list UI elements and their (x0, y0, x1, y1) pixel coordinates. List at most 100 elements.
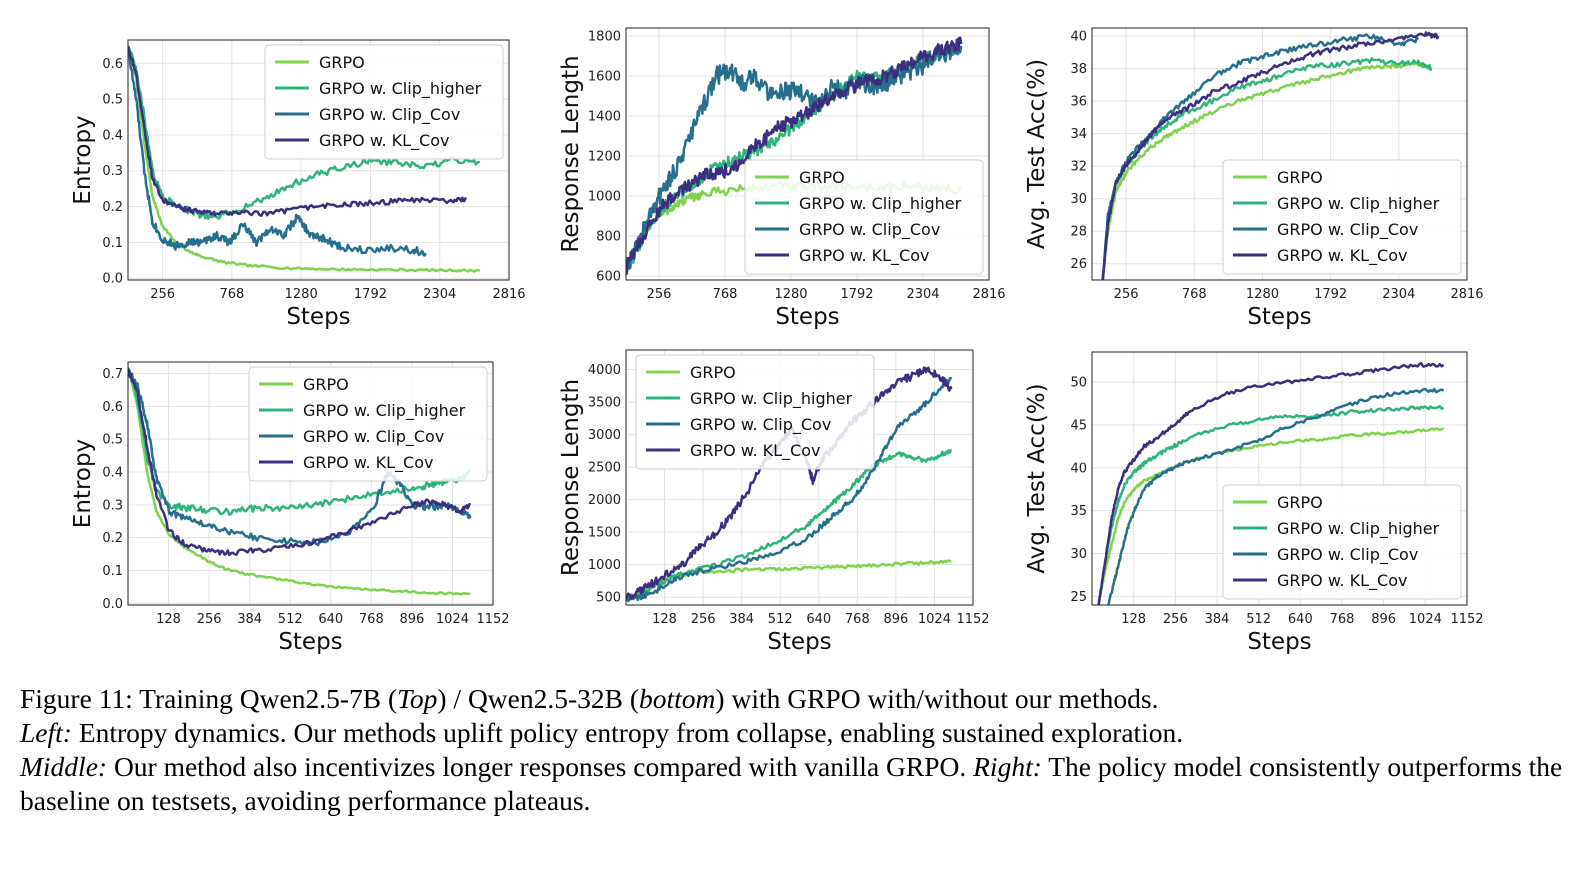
x-tick-label: 128 (652, 612, 677, 627)
legend-box (1222, 159, 1462, 275)
x-tick-label: 2304 (423, 287, 456, 302)
x-tick-label: 1152 (476, 612, 509, 627)
x-tick-label: 512 (278, 612, 303, 627)
series-line-grpo-w-kl-cov (128, 368, 472, 557)
y-tick-label: 50 (1070, 376, 1087, 391)
y-tick-label: 1200 (588, 150, 621, 165)
legend-label: GRPO w. Clip_Cov (1277, 220, 1418, 240)
legend-box (635, 354, 875, 470)
y-tick-label: 0.7 (102, 367, 123, 382)
y-tick-label: 0.6 (102, 400, 123, 415)
x-tick-label: 384 (237, 612, 262, 627)
series-line-grpo-w-clip-cov (128, 369, 472, 547)
x-tick-label: 1280 (1246, 287, 1279, 302)
series-line-grpo-w-clip-cov (1101, 33, 1420, 280)
y-tick-label: 40 (1070, 461, 1087, 476)
caption-middle-label: Middle: (20, 751, 108, 782)
series-line-grpo-w-clip-cov (626, 376, 953, 603)
series-line-grpo-w-clip-higher (1097, 405, 1445, 605)
x-tick-label: 128 (1121, 612, 1146, 627)
legend-label: GRPO w. Clip_Cov (799, 220, 940, 240)
legend-label: GRPO w. KL_Cov (690, 441, 820, 461)
legend-label: GRPO (799, 168, 845, 187)
x-tick-label: 1280 (285, 287, 318, 302)
legend: GRPO GRPO w. Clip_higher GRPO w. Clip_Cov G… (1222, 484, 1462, 600)
x-tick-label: 896 (399, 612, 424, 627)
x-tick-label: 1024 (1409, 612, 1442, 627)
x-axis-label: Steps (286, 304, 350, 330)
y-tick-label: 0.1 (102, 564, 123, 579)
legend-label: GRPO w. KL_Cov (303, 453, 433, 473)
y-tick-label: 800 (596, 230, 621, 245)
y-tick-label: 1500 (588, 526, 621, 541)
caption-figure-label: Figure 11: (20, 683, 133, 714)
y-tick-label: 1600 (588, 70, 621, 85)
x-axis-label: Steps (1247, 304, 1311, 330)
chart-acc_32b: 128 256 384 512 640 768 896 1024 1152 25 30 35 40 45 5… (1024, 351, 1484, 655)
series-line-grpo-w-clip-cov (128, 50, 427, 257)
x-tick-label: 768 (1330, 612, 1355, 627)
chart-length_32b: 128 256 384 512 640 768 896 1024 1152 500 1000 1500… (558, 349, 990, 655)
x-tick-label: 640 (1288, 612, 1313, 627)
legend-box (264, 44, 504, 160)
plot-frame (127, 361, 494, 606)
series-line-grpo-w-kl-cov (626, 36, 963, 274)
series-line-grpo (128, 366, 471, 596)
x-tick-label: 1152 (956, 612, 989, 627)
legend-label: GRPO w. Clip_higher (799, 194, 962, 214)
x-axis-label: Steps (278, 629, 342, 655)
x-tick-label: 256 (1163, 612, 1188, 627)
legend: GRPO GRPO w. Clip_higher GRPO w. Clip_Cov G… (264, 44, 504, 160)
x-tick-label: 256 (1114, 287, 1139, 302)
y-tick-label: 3000 (588, 428, 621, 443)
y-tick-label: 600 (596, 270, 621, 285)
caption-text: Entropy dynamics. Our methods uplift pol… (71, 717, 1184, 748)
caption-text: ) with GRPO with/without our methods. (715, 683, 1159, 714)
y-tick-label: 25 (1070, 590, 1087, 605)
plot-frame (1091, 351, 1468, 606)
y-tick-label: 0.0 (102, 597, 123, 612)
legend: GRPO GRPO w. Clip_higher GRPO w. Clip_Cov G… (248, 366, 488, 482)
x-tick-label: 768 (359, 612, 384, 627)
y-tick-label: 0.5 (102, 433, 123, 448)
legend-label: GRPO w. Clip_Cov (303, 427, 444, 447)
y-tick-label: 1400 (588, 110, 621, 125)
y-tick-label: 0.5 (102, 93, 123, 108)
y-tick-label: 0.4 (102, 128, 123, 143)
y-tick-label: 30 (1070, 547, 1087, 562)
y-tick-label: 35 (1070, 504, 1087, 519)
caption-italic-bottom: bottom (639, 683, 716, 714)
series-line-grpo (1101, 61, 1433, 280)
legend-label: GRPO w. Clip_higher (1277, 194, 1440, 214)
x-tick-label: 2304 (906, 287, 939, 302)
x-tick-label: 2816 (972, 287, 1005, 302)
legend-label: GRPO w. Clip_higher (319, 79, 482, 99)
legend-label: GRPO w. KL_Cov (319, 131, 449, 151)
x-tick-label: 256 (150, 287, 175, 302)
y-tick-label: 0.3 (102, 498, 123, 513)
legend-label: GRPO w. KL_Cov (1277, 571, 1407, 591)
y-tick-label: 0.4 (102, 466, 123, 481)
y-tick-label: 2000 (588, 493, 621, 508)
caption-line-1: Figure 11: Training Qwen2.5-7B (Top) / Q… (20, 682, 1580, 716)
x-tick-label: 2816 (492, 287, 525, 302)
legend: GRPO GRPO w. Clip_higher GRPO w. Clip_Cov G… (1222, 159, 1462, 275)
x-tick-label: 512 (768, 612, 793, 627)
legend-label: GRPO (690, 363, 736, 382)
y-tick-label: 40 (1070, 30, 1087, 45)
x-tick-label: 384 (729, 612, 754, 627)
figure-caption: Figure 11: Training Qwen2.5-7B (Top) / Q… (20, 682, 1580, 818)
caption-text: ) / Qwen2.5-32B ( (437, 683, 640, 714)
y-tick-label: 0.1 (102, 236, 123, 251)
caption-line-2: Left: Entropy dynamics. Our methods upli… (20, 716, 1580, 750)
legend-label: GRPO (1277, 168, 1323, 187)
y-tick-label: 1000 (588, 190, 621, 205)
y-tick-label: 0.6 (102, 57, 123, 72)
legend-label: GRPO w. Clip_Cov (319, 105, 460, 125)
y-axis-label: Response Length (558, 379, 584, 576)
x-tick-label: 768 (713, 287, 738, 302)
y-tick-label: 38 (1070, 62, 1087, 77)
x-tick-label: 1792 (840, 287, 873, 302)
legend-label: GRPO w. Clip_higher (303, 401, 466, 421)
caption-left-label: Left: (20, 717, 72, 748)
